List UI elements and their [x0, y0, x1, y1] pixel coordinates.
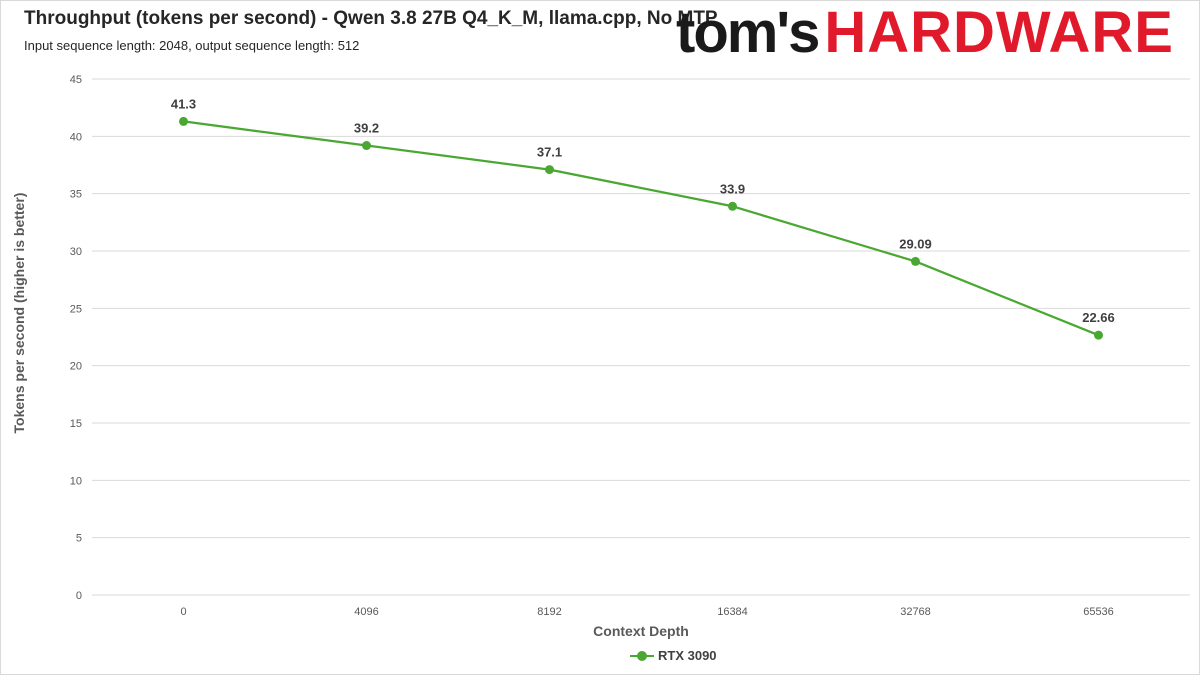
- x-tick-label: 65536: [1083, 606, 1114, 618]
- legend-label-rtx-3090: RTX 3090: [658, 648, 717, 663]
- logo-hardware-text: HARDWARE: [824, 0, 1174, 65]
- data-point: [179, 116, 188, 126]
- series-line: [183, 120, 1099, 337]
- x-tick-label: 8192: [537, 606, 561, 618]
- data-label: 39.2: [354, 121, 379, 136]
- y-tick-label: 20: [70, 361, 82, 373]
- logo-toms-text: tom's: [676, 0, 820, 65]
- data-point: [545, 165, 554, 175]
- y-axis-title: Tokens per second (higher is better): [11, 193, 27, 434]
- x-axis-ticks: 0 4096 8192 16384 32768 65536: [180, 606, 1113, 618]
- y-tick-label: 15: [70, 418, 82, 430]
- data-label: 41.3: [171, 96, 196, 111]
- toms-hardware-logo: tom's HARDWARE: [676, 4, 1174, 62]
- series-rtx-3090: [179, 116, 1103, 340]
- y-tick-label: 25: [70, 303, 82, 315]
- x-tick-label: 0: [180, 606, 186, 618]
- data-labels: 41.3 39.2 37.1 33.9 29.09 22.66: [171, 96, 1115, 325]
- gridlines: [92, 78, 1190, 596]
- chart-subtitle: Input sequence length: 2048, output sequ…: [24, 38, 360, 53]
- y-tick-label: 40: [70, 131, 82, 143]
- chart-title: Throughput (tokens per second) - Qwen 3.…: [24, 8, 718, 29]
- y-tick-label: 35: [70, 189, 82, 201]
- data-point: [728, 201, 737, 211]
- y-tick-label: 10: [70, 475, 82, 487]
- data-label: 29.09: [899, 236, 932, 251]
- data-point: [1094, 330, 1103, 340]
- x-tick-label: 4096: [354, 606, 378, 618]
- x-tick-label: 32768: [900, 606, 931, 618]
- y-tick-label: 0: [76, 590, 82, 602]
- data-label: 33.9: [720, 181, 745, 196]
- data-label: 37.1: [537, 145, 562, 160]
- data-point: [362, 141, 371, 151]
- data-point: [911, 256, 920, 266]
- chart-legend: RTX 3090: [630, 648, 717, 663]
- y-tick-label: 5: [76, 533, 82, 545]
- data-label: 22.66: [1082, 310, 1115, 325]
- y-tick-label: 45: [70, 74, 82, 86]
- x-axis-title: Context Depth: [593, 623, 689, 639]
- legend-swatch-rtx-3090: [630, 649, 654, 663]
- y-tick-label: 30: [70, 246, 82, 258]
- y-axis-ticks: 0 5 10 15 20 25 30 35 40 45: [70, 74, 82, 602]
- x-tick-label: 16384: [717, 606, 748, 618]
